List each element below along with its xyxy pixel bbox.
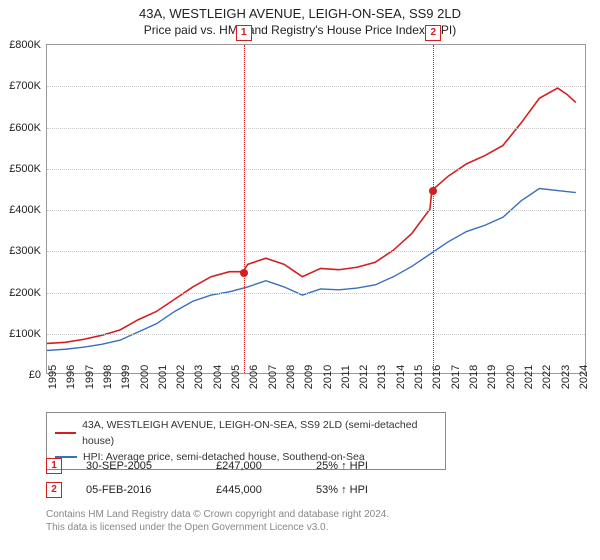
footer-line-2: This data is licensed under the Open Gov… [46,521,590,534]
x-tick-label: 2018 [468,365,480,389]
x-tick-label: 2007 [267,365,279,389]
sale-marker-flag: 2 [425,25,441,41]
sale-marker-box: 2 [46,482,62,498]
x-tick-label: 2023 [560,365,572,389]
sale-marker-dot [429,187,437,195]
sale-delta: 53% ↑ HPI [316,484,436,496]
sale-marker-flag: 1 [236,25,252,41]
legend-label-property: 43A, WESTLEIGH AVENUE, LEIGH-ON-SEA, SS9… [82,417,437,449]
sale-row: 2 05-FEB-2016 £445,000 53% ↑ HPI [46,482,590,498]
x-tick-label: 1997 [84,365,96,389]
y-tick-label: £100K [9,328,41,340]
x-tick-label: 2005 [230,365,242,389]
x-tick-label: 1995 [47,365,59,389]
y-tick-label: £700K [9,80,41,92]
legend-item-property: 43A, WESTLEIGH AVENUE, LEIGH-ON-SEA, SS9… [55,417,437,449]
y-gridline [47,128,585,129]
x-tick-label: 2019 [486,365,498,389]
sale-marker-line [244,45,245,373]
plot-area: £0£100K£200K£300K£400K£500K£600K£700K£80… [46,44,586,374]
x-tick-label: 2017 [450,365,462,389]
chart-subtitle: Price paid vs. HM Land Registry's House … [0,23,600,37]
y-tick-label: £400K [9,204,41,216]
x-tick-label: 1999 [120,365,132,389]
legend-swatch-property [55,432,76,434]
sale-marker-box: 1 [46,458,62,474]
x-tick-label: 2009 [303,365,315,389]
sale-delta: 25% ↑ HPI [316,460,436,472]
x-tick-label: 2014 [395,365,407,389]
series-line-property [47,88,576,343]
y-gridline [47,210,585,211]
chart-container: 43A, WESTLEIGH AVENUE, LEIGH-ON-SEA, SS9… [0,0,600,560]
x-tick-label: 1998 [102,365,114,389]
x-tick-label: 2008 [285,365,297,389]
y-gridline [47,169,585,170]
x-tick-label: 2003 [193,365,205,389]
x-tick-label: 2004 [212,365,224,389]
x-tick-label: 2010 [322,365,334,389]
x-tick-label: 2001 [157,365,169,389]
chart-title: 43A, WESTLEIGH AVENUE, LEIGH-ON-SEA, SS9… [0,6,600,21]
sale-row: 1 30-SEP-2005 £247,000 25% ↑ HPI [46,458,590,474]
chart-titles: 43A, WESTLEIGH AVENUE, LEIGH-ON-SEA, SS9… [0,0,600,37]
y-tick-label: £800K [9,39,41,51]
x-tick-label: 1996 [65,365,77,389]
footer: Contains HM Land Registry data © Crown c… [46,508,590,534]
y-tick-label: £200K [9,287,41,299]
y-tick-label: £600K [9,122,41,134]
x-tick-label: 2000 [139,365,151,389]
x-tick-label: 2022 [541,365,553,389]
y-tick-label: £500K [9,163,41,175]
sale-marker-dot [240,269,248,277]
x-tick-label: 2015 [413,365,425,389]
x-tick-label: 2013 [376,365,388,389]
y-gridline [47,334,585,335]
x-tick-label: 2012 [358,365,370,389]
x-tick-label: 2002 [175,365,187,389]
x-tick-label: 2011 [340,365,352,389]
x-tick-label: 2021 [523,365,535,389]
y-gridline [47,86,585,87]
x-tick-label: 2024 [578,365,590,389]
sale-price: £247,000 [216,460,316,472]
y-gridline [47,251,585,252]
y-tick-label: £300K [9,245,41,257]
y-gridline [47,293,585,294]
footer-line-1: Contains HM Land Registry data © Crown c… [46,508,590,521]
x-tick-label: 2020 [505,365,517,389]
series-svg [47,45,585,373]
y-tick-label: £0 [29,369,41,381]
sale-date: 30-SEP-2005 [86,460,216,472]
sale-date: 05-FEB-2016 [86,484,216,496]
x-tick-label: 2006 [248,365,260,389]
sale-marker-line [433,45,434,373]
sale-price: £445,000 [216,484,316,496]
